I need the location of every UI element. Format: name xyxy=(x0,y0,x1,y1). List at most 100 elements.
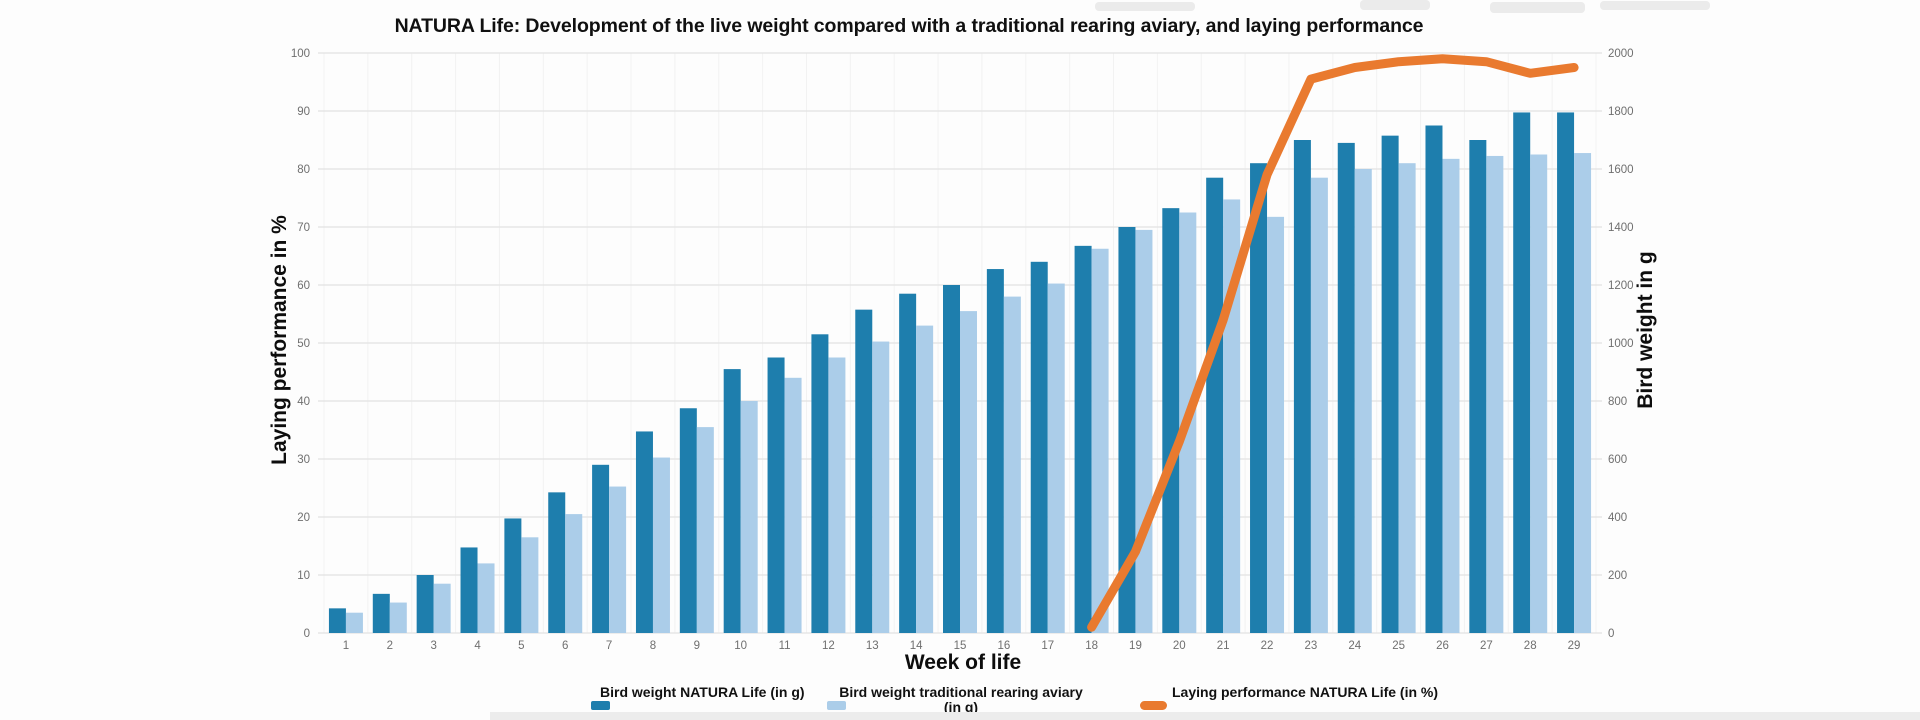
bar-traditional-week-3 xyxy=(433,583,451,633)
bar-natura-week-10 xyxy=(723,369,741,633)
right-axis-tick-label: 400 xyxy=(1608,512,1627,524)
bar-traditional-week-24 xyxy=(1354,169,1372,633)
bar-natura-week-2 xyxy=(372,593,390,633)
bar-traditional-week-6 xyxy=(565,514,583,633)
bar-natura-week-19 xyxy=(1118,227,1136,633)
x-tick-label-week-8: 8 xyxy=(650,640,656,652)
bar-natura-week-20 xyxy=(1162,208,1180,633)
bar-natura-week-17 xyxy=(1030,261,1048,633)
bar-traditional-week-17 xyxy=(1047,283,1065,633)
x-tick-label-week-9: 9 xyxy=(694,640,700,652)
x-tick-label-week-26: 26 xyxy=(1436,640,1449,652)
x-tick-label-week-4: 4 xyxy=(474,640,481,652)
bar-traditional-week-25 xyxy=(1398,163,1416,633)
x-tick-label-week-12: 12 xyxy=(822,640,835,652)
legend-swatch-natura-icon xyxy=(591,701,610,710)
left-axis-tick-label: 30 xyxy=(297,454,310,466)
x-tick-label-week-10: 10 xyxy=(734,640,747,652)
right-axis-tick-label: 600 xyxy=(1608,454,1627,466)
left-axis-tick-label: 80 xyxy=(297,164,310,176)
x-tick-label-week-25: 25 xyxy=(1392,640,1405,652)
bar-natura-week-5 xyxy=(504,518,522,633)
bar-traditional-week-15 xyxy=(960,311,977,633)
bar-traditional-week-19 xyxy=(1135,229,1153,633)
bar-natura-week-9 xyxy=(679,408,697,633)
bar-natura-week-18 xyxy=(1074,245,1092,633)
bar-natura-week-16 xyxy=(986,269,1004,633)
x-tick-label-week-22: 22 xyxy=(1261,640,1274,652)
bar-traditional-week-2 xyxy=(389,602,407,633)
bar-natura-week-23 xyxy=(1293,140,1311,633)
bar-traditional-week-27 xyxy=(1486,155,1504,633)
legend-swatch-traditional-icon xyxy=(827,701,846,710)
bottom-edge-strip xyxy=(490,712,1920,720)
left-axis-tick-label: 50 xyxy=(297,338,310,350)
right-axis-tick-label: 1600 xyxy=(1608,164,1634,176)
bar-natura-week-4 xyxy=(460,547,478,633)
bar-natura-week-11 xyxy=(767,357,785,633)
left-axis-tick-label: 60 xyxy=(297,280,310,292)
x-tick-label-week-13: 13 xyxy=(866,640,879,652)
left-axis-tick-label: 100 xyxy=(291,48,310,60)
legend-item-traditional: Bird weight traditional rearing aviary (… xyxy=(827,684,1084,715)
bar-traditional-week-28 xyxy=(1530,154,1548,633)
legend-label-natura: Bird weight NATURA Life (in g) xyxy=(600,684,805,700)
bar-natura-week-3 xyxy=(416,575,434,633)
bar-traditional-week-22 xyxy=(1267,216,1285,633)
x-tick-label-week-29: 29 xyxy=(1568,640,1581,652)
legend-swatch-laying-icon xyxy=(1140,701,1167,710)
left-axis-tick-label: 70 xyxy=(297,222,310,234)
right-axis-tick-label: 800 xyxy=(1608,396,1627,408)
ghost-artifact xyxy=(1490,2,1585,13)
bar-traditional-week-13 xyxy=(872,341,890,633)
bar-traditional-week-7 xyxy=(609,486,627,633)
laying-performance-line xyxy=(1087,54,1579,632)
bar-traditional-week-16 xyxy=(1003,296,1021,633)
chart-title: NATURA Life: Development of the live wei… xyxy=(394,15,1424,37)
x-tick-label-week-28: 28 xyxy=(1524,640,1537,652)
right-axis-tick-label: 2000 xyxy=(1608,48,1634,60)
left-axis-tick-label: 90 xyxy=(297,106,310,118)
x-tick-label-week-27: 27 xyxy=(1480,640,1493,652)
right-axis-tick-label: 1800 xyxy=(1608,106,1634,118)
bar-natura-week-7 xyxy=(592,464,610,633)
x-tick-label-week-7: 7 xyxy=(606,640,612,652)
bar-traditional-week-11 xyxy=(784,377,802,633)
bar-traditional-week-5 xyxy=(521,537,539,633)
ghost-artifact xyxy=(1095,2,1195,11)
left-axis-tick-label: 10 xyxy=(297,570,310,582)
bar-natura-week-27 xyxy=(1469,140,1487,633)
bar-traditional-week-14 xyxy=(916,325,934,633)
x-tick-label-week-11: 11 xyxy=(779,640,791,652)
x-tick-label-week-23: 23 xyxy=(1304,640,1317,652)
bar-traditional-week-23 xyxy=(1310,177,1328,633)
bar-traditional-week-4 xyxy=(477,563,495,633)
x-tick-label-week-19: 19 xyxy=(1129,640,1142,652)
x-tick-label-week-5: 5 xyxy=(518,640,524,652)
bar-traditional-week-29 xyxy=(1574,153,1592,634)
x-tick-label-week-18: 18 xyxy=(1085,640,1098,652)
bar-natura-week-12 xyxy=(811,334,829,633)
legend-label-laying: Laying performance NATURA Life (in %) xyxy=(1172,684,1439,700)
x-tick-label-week-15: 15 xyxy=(954,640,967,652)
x-tick-label-week-2: 2 xyxy=(387,640,393,652)
right-axis-tick-label: 1200 xyxy=(1608,280,1634,292)
bar-traditional-week-9 xyxy=(696,427,714,633)
right-axis-tick-label: 1400 xyxy=(1608,222,1634,234)
bar-traditional-week-26 xyxy=(1442,158,1460,633)
bar-natura-week-24 xyxy=(1337,142,1355,633)
x-tick-label-week-17: 17 xyxy=(1041,640,1054,652)
bar-traditional-week-18 xyxy=(1091,248,1109,633)
legend-item-natura: Bird weight NATURA Life (in g) xyxy=(591,684,805,710)
bar-natura-week-8 xyxy=(635,431,653,633)
bar-natura-week-25 xyxy=(1381,135,1399,633)
right-axis-tick-label: 200 xyxy=(1608,570,1627,582)
bar-traditional-week-12 xyxy=(828,357,846,633)
bar-natura-week-28 xyxy=(1513,112,1531,633)
legend-label-traditional-line1: Bird weight traditional rearing aviary xyxy=(839,684,1083,700)
ghost-artifact xyxy=(1600,1,1710,10)
bar-natura-week-6 xyxy=(548,492,566,633)
x-tick-label-week-16: 16 xyxy=(997,640,1010,652)
